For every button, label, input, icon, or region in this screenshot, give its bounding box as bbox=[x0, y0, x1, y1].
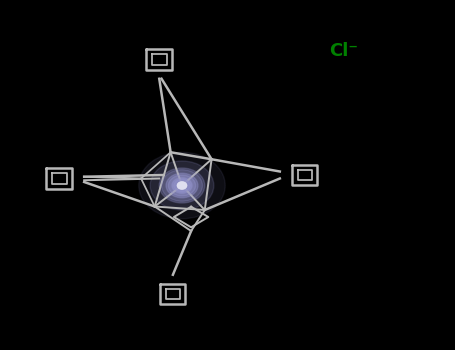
Circle shape bbox=[168, 175, 196, 196]
Text: Cl⁻: Cl⁻ bbox=[329, 42, 358, 60]
Circle shape bbox=[166, 173, 198, 198]
Circle shape bbox=[150, 161, 214, 210]
Circle shape bbox=[172, 178, 192, 193]
Circle shape bbox=[177, 182, 187, 189]
Circle shape bbox=[174, 179, 190, 192]
Circle shape bbox=[177, 182, 187, 189]
Circle shape bbox=[162, 170, 202, 201]
Circle shape bbox=[159, 168, 205, 203]
Circle shape bbox=[139, 152, 225, 219]
